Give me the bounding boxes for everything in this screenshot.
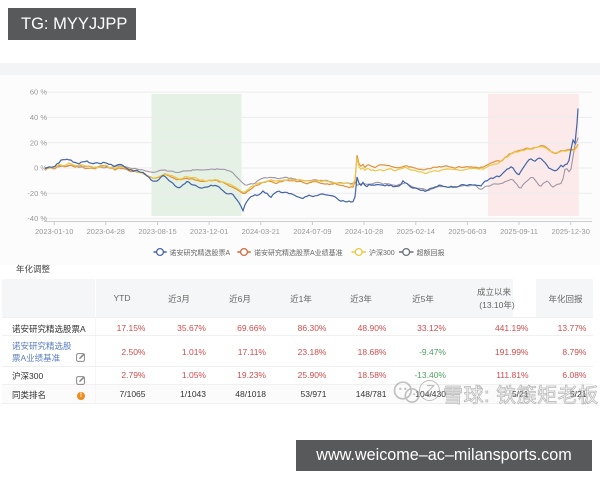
svg-text:诺安研究精选股票A: 诺安研究精选股票A <box>170 248 231 257</box>
svg-text:0 %: 0 % <box>34 164 47 173</box>
svg-text:2023-04-28: 2023-04-28 <box>87 227 125 236</box>
svg-text:2023-12-01: 2023-12-01 <box>190 227 228 236</box>
svg-text:2023-01-10: 2023-01-10 <box>35 227 73 236</box>
svg-text:2025-12-30: 2025-12-30 <box>552 227 590 236</box>
svg-text:2025-06-03: 2025-06-03 <box>448 227 486 236</box>
svg-text:-40 %: -40 % <box>27 214 47 223</box>
svg-text:2024-07-09: 2024-07-09 <box>293 227 331 236</box>
svg-text:2023-08-15: 2023-08-15 <box>138 227 176 236</box>
svg-text:2024-10-28: 2024-10-28 <box>345 227 383 236</box>
svg-text:2024-03-21: 2024-03-21 <box>242 227 280 236</box>
svg-text:60 %: 60 % <box>30 88 47 97</box>
svg-text:2025-02-14: 2025-02-14 <box>397 227 435 236</box>
svg-text:诺安研究精选股票A业绩基准: 诺安研究精选股票A业绩基准 <box>254 248 343 257</box>
svg-text:40 %: 40 % <box>30 113 47 122</box>
svg-text:-20 %: -20 % <box>27 189 47 198</box>
svg-text:超额回报: 超额回报 <box>417 248 445 257</box>
svg-text:2025-09-11: 2025-09-11 <box>500 227 538 236</box>
svg-text:沪深300: 沪深300 <box>369 248 395 257</box>
svg-text:20 %: 20 % <box>30 138 47 147</box>
